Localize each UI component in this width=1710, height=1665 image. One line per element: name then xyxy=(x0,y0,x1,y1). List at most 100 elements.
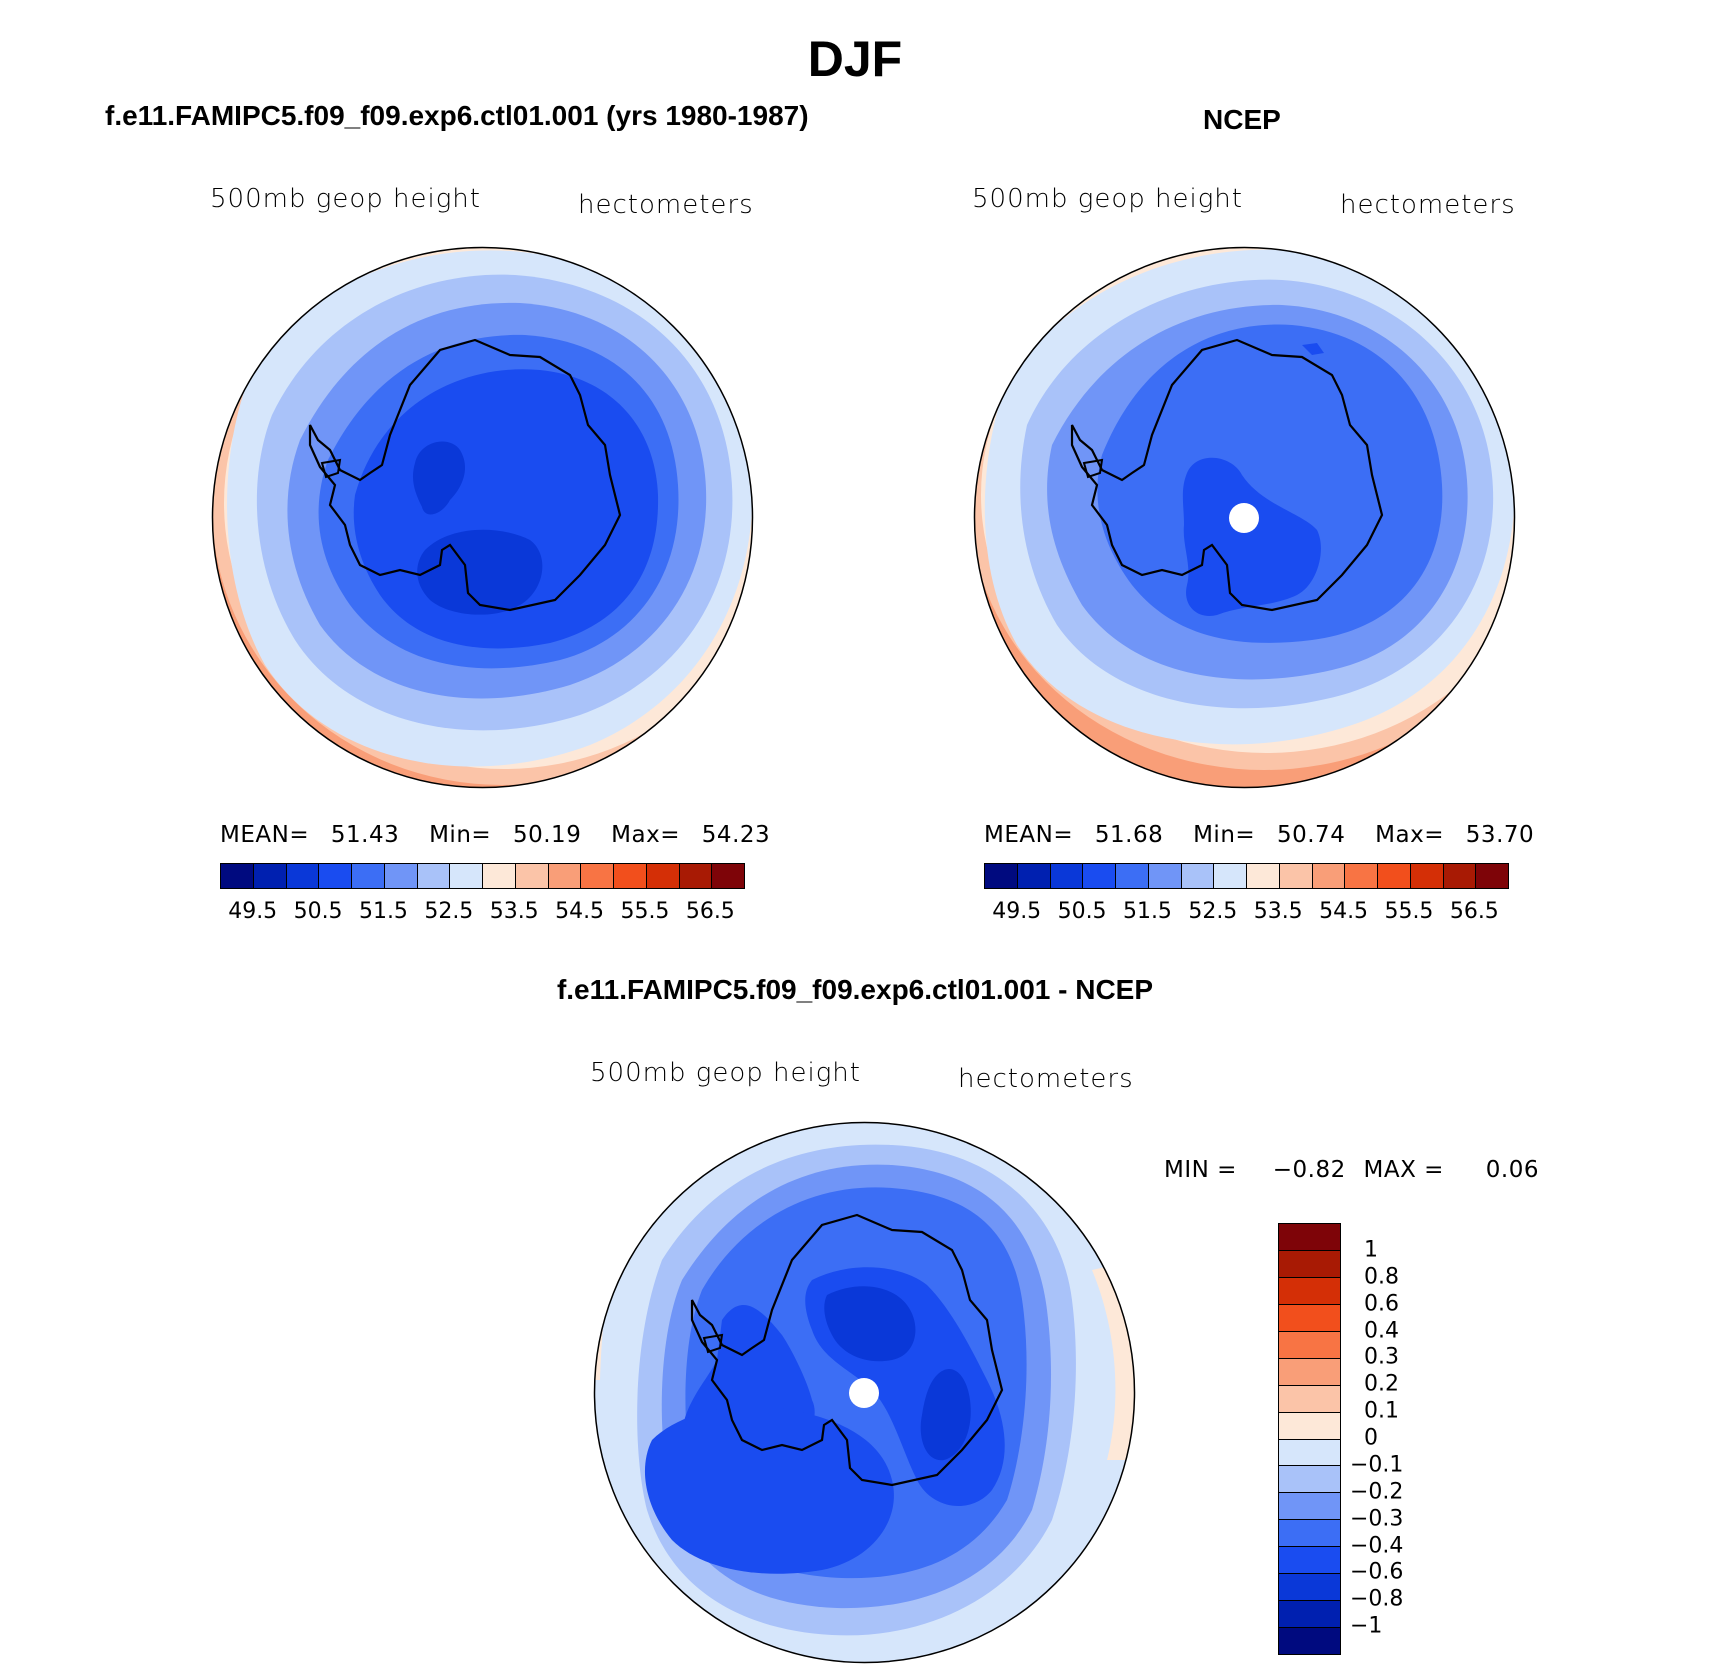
panel-2-pole-marker xyxy=(1229,503,1259,533)
panel-3-max-label: MAX = xyxy=(1363,1157,1444,1183)
colorbar-swatch xyxy=(1279,1466,1340,1494)
colorbar-swatch xyxy=(1279,1493,1340,1521)
colorbar-swatch xyxy=(221,864,254,888)
colorbar-swatch xyxy=(1279,1412,1340,1440)
colorbar-swatch xyxy=(1279,1628,1340,1654)
panel-2-units: hectometers xyxy=(1340,190,1516,220)
colorbar-swatch xyxy=(1279,1277,1340,1305)
colorbar-tick-label: 49.5 xyxy=(228,899,278,924)
panel-1-min-label: Min= xyxy=(429,822,492,848)
colorbar-tick-label: −0.8 xyxy=(1350,1586,1404,1612)
colorbar-tick-label: 0.8 xyxy=(1364,1264,1399,1290)
colorbar-tick-label: 55.5 xyxy=(620,899,670,924)
colorbar-tick-label: 50.5 xyxy=(1057,899,1107,924)
colorbar-swatch xyxy=(483,864,516,888)
colorbar-tick-label: 0.2 xyxy=(1364,1371,1399,1397)
colorbar-tick-label: −0.1 xyxy=(1350,1452,1404,1478)
colorbar-swatch xyxy=(1279,1574,1340,1602)
panel-2-variable: 500mb geop height xyxy=(972,184,1243,214)
colorbar-swatch xyxy=(1378,864,1411,888)
colorbar-tick-label: 49.5 xyxy=(992,899,1042,924)
colorbar-tick-label: 0.3 xyxy=(1364,1344,1399,1370)
panel-3-map xyxy=(593,1121,1136,1664)
colorbar-swatch xyxy=(1083,864,1116,888)
panel-2-max: 53.70 xyxy=(1465,822,1535,848)
panel-2-title: NCEP xyxy=(1203,104,1281,135)
colorbar-tick-label: 52.5 xyxy=(1188,899,1238,924)
panel-1-coastline xyxy=(308,338,622,612)
colorbar-tick-label: 55.5 xyxy=(1384,899,1434,924)
colorbar-tick-label: −1 xyxy=(1350,1613,1383,1639)
colorbar-swatch xyxy=(712,864,744,888)
colorbar-swatch xyxy=(1050,864,1084,888)
colorbar-swatch xyxy=(1279,1439,1340,1467)
colorbar-tick-label: 1 xyxy=(1364,1237,1378,1263)
colorbar-swatch xyxy=(1017,864,1051,888)
colorbar-tick-label: 51.5 xyxy=(358,899,408,924)
panel-3-colorbar xyxy=(1278,1223,1341,1655)
panel-1-map xyxy=(211,246,754,789)
colorbar-swatch xyxy=(1181,864,1215,888)
colorbar-tick-label: 50.5 xyxy=(293,899,343,924)
panel-2-colorbar-labels: 49.5 50.5 51.5 52.5 53.5 54.5 55.5 56.5 xyxy=(984,899,1507,929)
colorbar-swatch xyxy=(614,864,647,888)
colorbar-swatch xyxy=(1476,864,1508,888)
colorbar-swatch xyxy=(646,864,680,888)
colorbar-swatch xyxy=(1279,1224,1340,1251)
panel-1-max-label: Max= xyxy=(611,822,680,848)
panel-2-min: 50.74 xyxy=(1276,822,1346,848)
panel-2-coastline xyxy=(1070,338,1384,612)
colorbar-swatch xyxy=(1312,864,1346,888)
colorbar-tick-label: 0.1 xyxy=(1364,1398,1399,1424)
colorbar-tick-label: −0.2 xyxy=(1350,1479,1404,1505)
panel-3-min-label: MIN = xyxy=(1164,1157,1237,1183)
colorbar-swatch xyxy=(1148,864,1182,888)
colorbar-swatch xyxy=(1279,1385,1340,1413)
colorbar-swatch xyxy=(548,864,582,888)
colorbar-swatch xyxy=(581,864,614,888)
colorbar-swatch xyxy=(679,864,713,888)
colorbar-swatch xyxy=(417,864,451,888)
panel-1-colorbar-labels: 49.5 50.5 51.5 52.5 53.5 54.5 55.5 56.5 xyxy=(220,899,743,929)
colorbar-swatch xyxy=(1279,1250,1340,1278)
panel-1-stats: MEAN= 51.43 Min= 50.19 Max= 54.23 xyxy=(220,822,770,848)
panel-1-variable: 500mb geop height xyxy=(210,184,481,214)
colorbar-tick-label: 56.5 xyxy=(685,899,735,924)
panel-1-min: 50.19 xyxy=(512,822,582,848)
panel-3-stats: MIN = −0.82 MAX = 0.06 xyxy=(1164,1157,1539,1183)
colorbar-swatch xyxy=(319,864,352,888)
colorbar-swatch xyxy=(515,864,549,888)
colorbar-swatch xyxy=(1279,864,1313,888)
colorbar-tick-label: 0.6 xyxy=(1364,1291,1399,1317)
panel-2-stats: MEAN= 51.68 Min= 50.74 Max= 53.70 xyxy=(984,822,1534,848)
colorbar-tick-label: −0.6 xyxy=(1350,1559,1404,1585)
colorbar-swatch xyxy=(1345,864,1378,888)
panel-1-max: 54.23 xyxy=(701,822,771,848)
panel-1-colorbar xyxy=(220,863,745,889)
colorbar-swatch xyxy=(1443,864,1477,888)
colorbar-tick-label: 54.5 xyxy=(1319,899,1369,924)
panel-3-pole-marker xyxy=(849,1378,879,1408)
colorbar-swatch xyxy=(253,864,287,888)
colorbar-tick-label: 0 xyxy=(1364,1425,1378,1451)
colorbar-tick-label: 54.5 xyxy=(555,899,605,924)
colorbar-tick-label: −0.3 xyxy=(1350,1506,1404,1532)
panel-1-mean: 51.43 xyxy=(330,822,400,848)
panel-2-map xyxy=(973,246,1516,789)
colorbar-swatch xyxy=(450,864,483,888)
colorbar-swatch xyxy=(1279,1520,1340,1548)
colorbar-swatch xyxy=(352,864,385,888)
colorbar-swatch xyxy=(1410,864,1444,888)
colorbar-swatch xyxy=(1279,1331,1340,1359)
panel-1-title: f.e11.FAMIPC5.f09_f09.exp6.ctl01.001 (yr… xyxy=(105,100,809,131)
colorbar-swatch xyxy=(1279,1601,1340,1629)
panel-3-units: hectometers xyxy=(958,1064,1134,1094)
panel-1-units: hectometers xyxy=(578,190,754,220)
panel-3-title: f.e11.FAMIPC5.f09_f09.exp6.ctl01.001 - N… xyxy=(556,974,1154,1005)
colorbar-swatch xyxy=(1214,864,1247,888)
colorbar-tick-label: 51.5 xyxy=(1122,899,1172,924)
panel-3-max: 0.06 xyxy=(1485,1157,1539,1183)
colorbar-swatch xyxy=(1247,864,1280,888)
colorbar-swatch xyxy=(1279,1358,1340,1386)
colorbar-swatch xyxy=(1116,864,1149,888)
